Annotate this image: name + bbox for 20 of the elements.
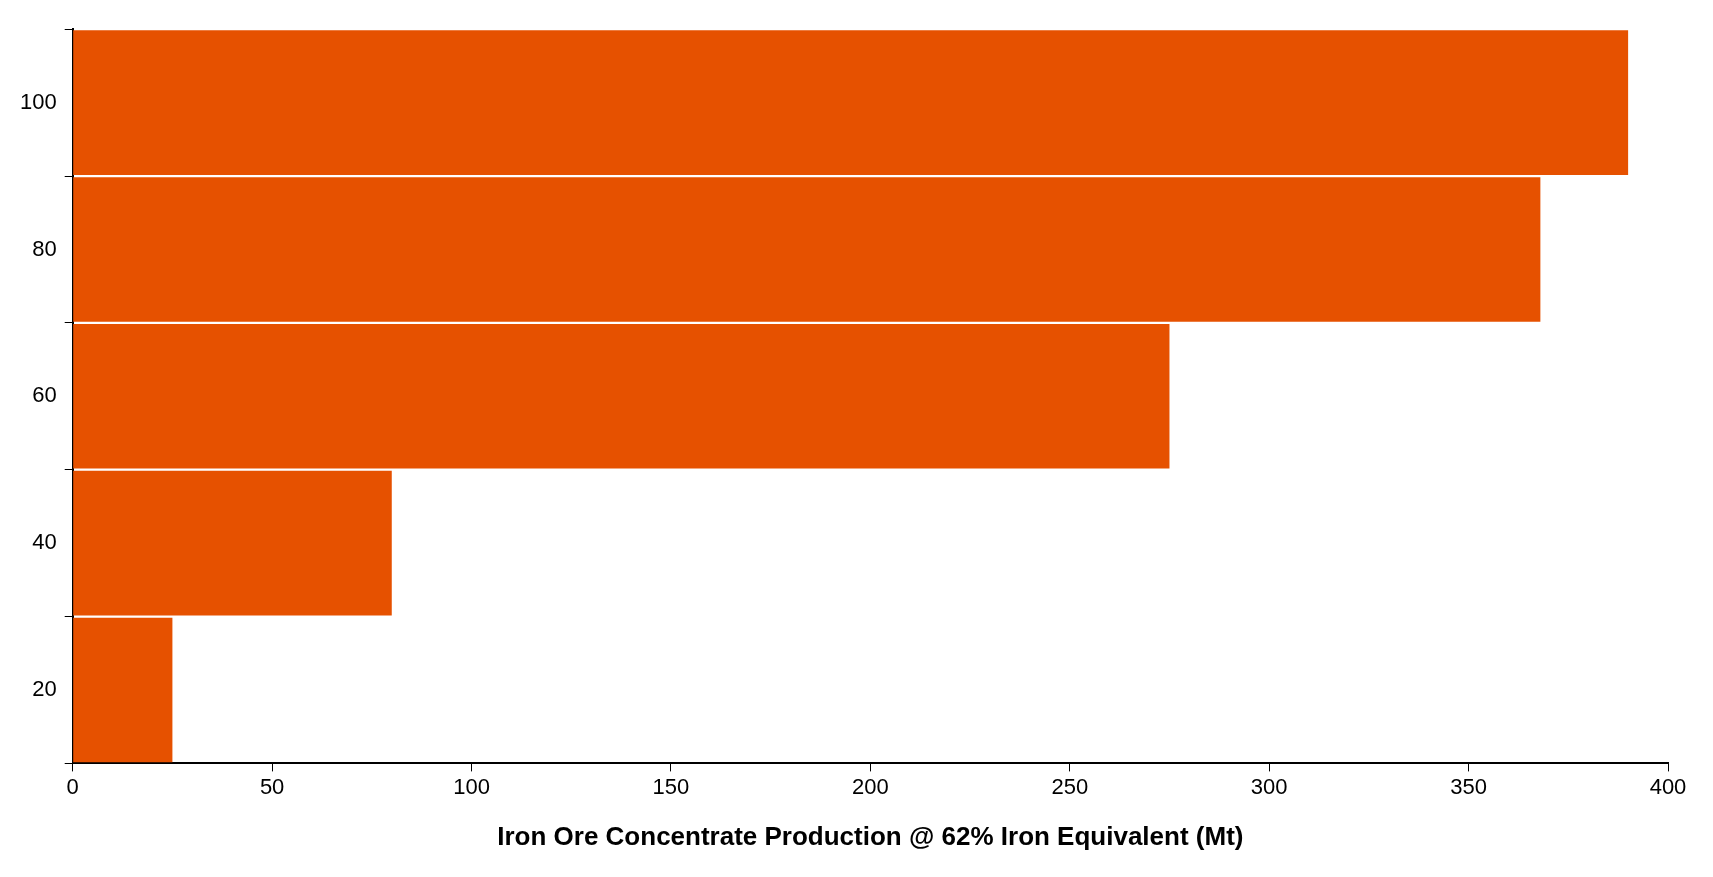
bar — [73, 323, 1170, 469]
y-tick-label: 100 — [19, 88, 57, 114]
x-axis-title: Iron Ore Concentrate Production @ 62% Iron Equivalent (Mt) — [497, 820, 1244, 851]
x-tick-label: 100 — [453, 773, 490, 799]
x-tick-label: 400 — [1649, 773, 1687, 799]
bar — [73, 177, 1541, 322]
x-tick-label: 300 — [1250, 773, 1288, 799]
bar — [73, 617, 173, 763]
bar — [73, 30, 1629, 175]
x-tick-label: 150 — [652, 773, 690, 799]
y-tick-label: 60 — [32, 382, 57, 408]
x-tick-label: 200 — [851, 773, 889, 799]
x-tick-label: 250 — [1051, 773, 1089, 799]
x-tick-label: 350 — [1450, 773, 1487, 799]
y-tick-label: 80 — [32, 235, 57, 261]
x-tick-label: 50 — [259, 773, 285, 799]
x-tick-label: 0 — [66, 773, 79, 799]
y-tick-label: 40 — [32, 529, 57, 555]
y-tick-label: 20 — [32, 676, 57, 702]
bar — [73, 470, 392, 616]
